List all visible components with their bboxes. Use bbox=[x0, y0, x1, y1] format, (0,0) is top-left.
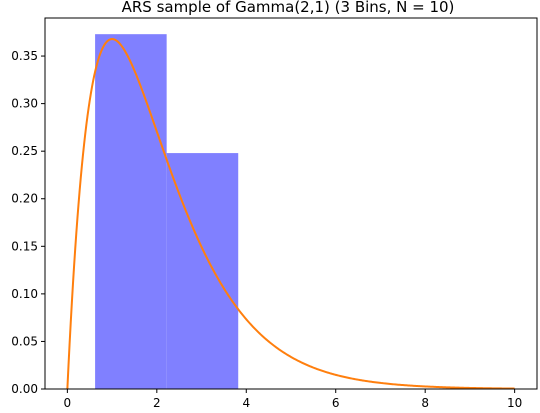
pdf-curve-layer bbox=[66, 38, 515, 390]
x-tick-label: 6 bbox=[332, 396, 340, 410]
y-tick-label: 0.15 bbox=[11, 239, 38, 253]
histogram-bar bbox=[95, 34, 167, 390]
x-tick-label: 10 bbox=[507, 396, 522, 410]
x-tick-label: 4 bbox=[242, 396, 250, 410]
axes: 0 2 4 6 8 10 0.00 0.05 0.10 0.15 0.20 0.25 0.30 0.35 bbox=[11, 17, 538, 410]
chart-title: ARS sample of Gamma(2,1) (3 Bins, N = 10… bbox=[122, 0, 455, 16]
x-tick-label: 8 bbox=[421, 396, 429, 410]
x-tick-label: 2 bbox=[153, 396, 161, 410]
pdf-curve bbox=[66, 38, 515, 390]
y-tick-label: 0.20 bbox=[11, 192, 38, 206]
y-tick-label: 0.05 bbox=[11, 334, 38, 348]
y-tick-label: 0.00 bbox=[11, 382, 38, 396]
histogram-bars bbox=[95, 34, 239, 390]
y-tick-label: 0.30 bbox=[11, 97, 38, 111]
y-tick-label: 0.25 bbox=[11, 144, 38, 158]
plot-frame bbox=[44, 17, 538, 390]
y-tick-label: 0.10 bbox=[11, 287, 38, 301]
y-tick-label: 0.35 bbox=[11, 49, 38, 63]
x-tick-label: 0 bbox=[64, 396, 72, 410]
